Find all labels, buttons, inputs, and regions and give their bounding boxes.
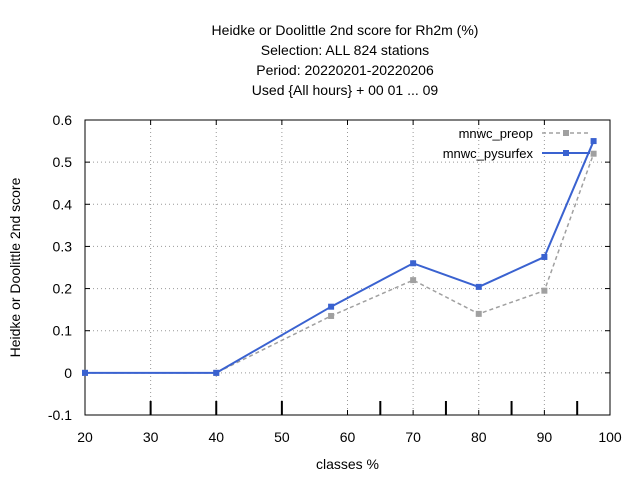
legend-label: mnwc_pysurfex bbox=[443, 146, 534, 161]
y-tick-label: 0.2 bbox=[53, 281, 73, 297]
data-point-mnwc_pysurfex bbox=[541, 253, 548, 260]
data-point-mnwc_pysurfex bbox=[213, 369, 220, 376]
series-line-mnwc_preop bbox=[85, 153, 595, 374]
x-axis-label: classes % bbox=[316, 456, 379, 472]
title-line-2: Selection: ALL 824 stations bbox=[261, 42, 429, 58]
data-point-mnwc_pysurfex bbox=[475, 283, 482, 290]
y-axis-label: Heidke or Doolittle 2nd score bbox=[7, 177, 23, 357]
data-point-mnwc_pysurfex bbox=[82, 369, 88, 376]
x-tick-label: 30 bbox=[143, 429, 159, 445]
data-point-mnwc_pysurfex bbox=[410, 260, 417, 267]
x-tick-label: 50 bbox=[274, 429, 290, 445]
grid bbox=[85, 120, 610, 415]
x-tick-label: 20 bbox=[77, 429, 93, 445]
legend-swatch-marker bbox=[563, 130, 569, 136]
y-tick-label: 0.4 bbox=[53, 196, 73, 212]
data-point-mnwc_pysurfex bbox=[590, 138, 597, 145]
chart-title: Heidke or Doolittle 2nd score for Rh2m (… bbox=[212, 22, 479, 98]
y-tick-label: 0.3 bbox=[53, 238, 73, 254]
x-tick-label: 100 bbox=[598, 429, 622, 445]
title-line-3: Period: 20220201-20220206 bbox=[256, 62, 434, 78]
series bbox=[82, 138, 597, 376]
x-tick-label: 70 bbox=[405, 429, 421, 445]
data-point-mnwc_preop bbox=[328, 312, 335, 319]
y-axis-ticks: -0.1 0 0.1 0.2 0.3 0.4 0.5 0.6 bbox=[48, 112, 610, 423]
title-line-4: Used {All hours} + 00 01 ... 09 bbox=[252, 82, 439, 98]
y-tick-label: -0.1 bbox=[48, 407, 72, 423]
y-tick-label: 0.5 bbox=[53, 154, 73, 170]
title-line-1: Heidke or Doolittle 2nd score for Rh2m (… bbox=[212, 22, 479, 38]
legend: mnwc_preop mnwc_pysurfex bbox=[443, 126, 590, 161]
y-tick-label: 0 bbox=[64, 365, 72, 381]
x-tick-label: 80 bbox=[471, 429, 487, 445]
y-tick-label: 0.1 bbox=[53, 323, 73, 339]
legend-swatch-marker bbox=[563, 150, 569, 156]
legend-label: mnwc_preop bbox=[459, 126, 533, 141]
x-tick-label: 60 bbox=[340, 429, 356, 445]
class-tick-marks bbox=[149, 401, 579, 415]
data-point-mnwc_pysurfex bbox=[328, 303, 335, 310]
data-point-mnwc_preop bbox=[541, 287, 548, 294]
data-point-mnwc_preop bbox=[410, 277, 417, 284]
x-tick-label: 40 bbox=[208, 429, 224, 445]
data-point-mnwc_preop bbox=[475, 310, 482, 317]
series-line-mnwc_pysurfex bbox=[85, 140, 595, 374]
x-tick-label: 90 bbox=[537, 429, 553, 445]
x-axis-ticks: 20 30 40 50 60 70 80 90 100 bbox=[77, 120, 622, 445]
data-point-mnwc_preop bbox=[590, 150, 597, 157]
y-tick-label: 0.6 bbox=[53, 112, 73, 128]
